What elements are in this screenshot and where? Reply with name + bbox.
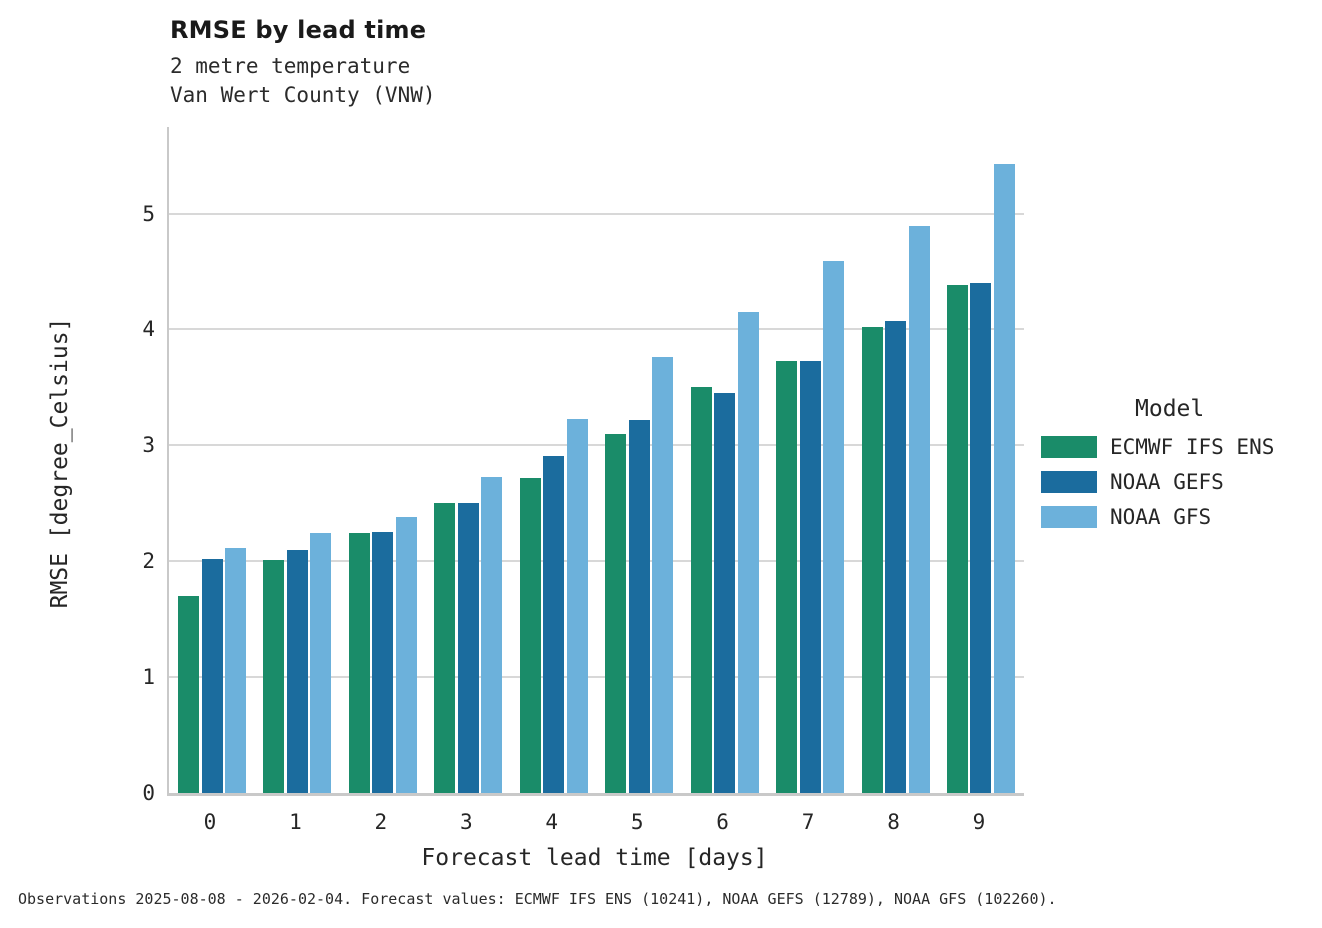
bar-noaa-gfs-day-2 <box>395 517 417 793</box>
bar-noaa-gfs-day-3 <box>481 477 503 793</box>
legend-label-noaa-gfs: NOAA GFS <box>1110 505 1212 529</box>
bar-noaa-gefs-day-6 <box>714 393 736 793</box>
y-axis-label: RMSE [degree_Celsius] <box>47 317 73 609</box>
bar-ecmwf-ifs-ens-day-0 <box>178 596 199 793</box>
x-tick-label-8: 8 <box>887 810 900 834</box>
legend: Model ECMWF IFS ENS NOAA GEFS NOAA GFS <box>1041 396 1316 541</box>
x-tick-label-5: 5 <box>630 810 644 834</box>
x-tick-label-3: 3 <box>459 810 473 834</box>
x-tick-label-0: 0 <box>203 810 217 834</box>
bar-noaa-gefs-day-5 <box>628 420 650 793</box>
gridline-y-2 <box>169 560 1024 563</box>
y-tick-label-2: 2 <box>142 549 155 574</box>
legend-swatch-noaa-gfs <box>1041 506 1097 528</box>
bar-ecmwf-ifs-ens-day-6 <box>690 387 712 793</box>
bar-noaa-gefs-day-3 <box>457 503 479 793</box>
bar-ecmwf-ifs-ens-day-7 <box>776 361 798 793</box>
gridline-y-1 <box>169 676 1024 679</box>
bar-noaa-gefs-day-1 <box>286 550 308 793</box>
gridline-y-5 <box>169 212 1024 215</box>
bar-noaa-gefs-day-2 <box>372 532 394 793</box>
plot-area <box>167 127 1024 796</box>
x-tick-label-9: 9 <box>972 810 986 834</box>
y-tick-label-3: 3 <box>142 433 155 458</box>
legend-entries: ECMWF IFS ENS NOAA GEFS NOAA GFS <box>1041 435 1316 529</box>
legend-entry-noaa-gefs: NOAA GEFS <box>1041 470 1316 494</box>
x-tick-label-7: 7 <box>801 810 815 834</box>
bar-noaa-gefs-day-4 <box>543 456 565 793</box>
x-tick-label-4: 4 <box>545 810 559 834</box>
y-tick-label-5: 5 <box>142 201 155 226</box>
chart-subtitle: 2 metre temperature Van Wert County (VNW) <box>170 52 436 110</box>
chart-subtitle-line1: 2 metre temperature <box>170 54 411 78</box>
y-tick-label-1: 1 <box>142 665 155 690</box>
bar-ecmwf-ifs-ens-day-3 <box>434 503 456 793</box>
bar-noaa-gfs-day-7 <box>823 261 845 793</box>
legend-swatch-ecmwf-ifs-ens <box>1041 436 1097 458</box>
gridline-y-4 <box>169 328 1024 331</box>
legend-entry-ecmwf-ifs-ens: ECMWF IFS ENS <box>1041 435 1316 459</box>
y-tick-label-4: 4 <box>142 317 155 342</box>
bar-noaa-gfs-day-9 <box>993 164 1015 793</box>
legend-swatch-noaa-gefs <box>1041 471 1097 493</box>
x-tick-label-2: 2 <box>374 810 388 834</box>
x-tick-label-1: 1 <box>289 810 302 834</box>
x-axis-label: Forecast lead time [days] <box>421 845 768 871</box>
bar-ecmwf-ifs-ens-day-2 <box>348 533 370 793</box>
legend-label-noaa-gefs: NOAA GEFS <box>1110 470 1224 494</box>
bar-noaa-gfs-day-5 <box>652 357 674 793</box>
bar-noaa-gefs-day-9 <box>970 283 992 793</box>
bar-noaa-gfs-day-6 <box>737 312 759 793</box>
bar-noaa-gefs-day-0 <box>201 559 223 793</box>
chart-subtitle-line2: Van Wert County (VNW) <box>170 83 436 107</box>
bar-noaa-gefs-day-8 <box>885 321 907 793</box>
legend-entry-noaa-gfs: NOAA GFS <box>1041 505 1316 529</box>
bar-noaa-gfs-day-4 <box>566 419 588 793</box>
bar-ecmwf-ifs-ens-day-8 <box>861 327 883 793</box>
y-tick-label-0: 0 <box>142 781 155 805</box>
bar-noaa-gfs-day-0 <box>225 548 246 793</box>
gridline-y-3 <box>169 444 1024 447</box>
bar-noaa-gfs-day-8 <box>908 226 930 793</box>
bar-noaa-gfs-day-1 <box>310 533 332 793</box>
chart-title: RMSE by lead time <box>170 16 427 44</box>
legend-label-ecmwf-ifs-ens: ECMWF IFS ENS <box>1110 435 1275 459</box>
bar-ecmwf-ifs-ens-day-9 <box>946 285 968 793</box>
bar-ecmwf-ifs-ens-day-5 <box>605 434 627 793</box>
footer-caption: Observations 2025-08-08 - 2026-02-04. Fo… <box>18 890 1057 908</box>
legend-title: Model <box>1135 396 1205 422</box>
bar-ecmwf-ifs-ens-day-4 <box>519 478 541 793</box>
bar-ecmwf-ifs-ens-day-1 <box>263 560 285 793</box>
bar-noaa-gefs-day-7 <box>799 361 821 793</box>
x-tick-label-6: 6 <box>716 810 729 834</box>
